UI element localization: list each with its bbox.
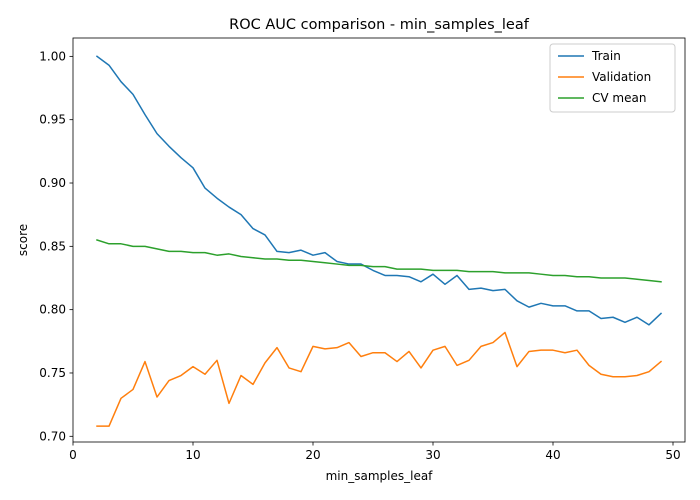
legend-box: [549, 43, 676, 113]
legend-label: Validation: [592, 70, 651, 84]
y-axis-label: score: [16, 224, 30, 256]
y-tick-label: 0.90: [39, 176, 66, 190]
y-tick-label: 0.75: [39, 366, 66, 380]
chart-title: ROC AUC comparison - min_samples_leaf: [229, 17, 530, 33]
legend-label: CV mean: [592, 91, 646, 105]
x-tick-label: 20: [305, 448, 320, 462]
x-tick-label: 10: [185, 448, 200, 462]
series-line-cv-mean: [96, 239, 662, 283]
y-axis-ticks: 0.70 0.75 0.80 0.85 0.90 0.95 1.00: [39, 49, 73, 443]
plot-frame: [72, 37, 686, 443]
y-tick-label: 0.80: [39, 303, 66, 317]
plot-area: [72, 37, 686, 443]
y-tick-label: 0.70: [39, 429, 66, 443]
y-tick-label: 0.85: [39, 239, 66, 253]
legend-label: Train: [591, 49, 621, 63]
x-tick-label: 50: [665, 448, 680, 462]
series-line-validation: [96, 331, 663, 427]
x-axis-ticks: 0 10 20 30 40 50: [69, 442, 681, 462]
series-lines: [95, 55, 663, 427]
x-axis-label: min_samples_leaf: [326, 469, 434, 483]
x-tick-label: 0: [69, 448, 77, 462]
x-tick-label: 40: [545, 448, 560, 462]
legend: Train Validation CV mean: [549, 43, 676, 113]
y-tick-label: 0.95: [39, 113, 66, 127]
y-tick-label: 1.00: [39, 49, 66, 63]
series-line-train: [95, 55, 663, 326]
x-tick-label: 30: [425, 448, 440, 462]
